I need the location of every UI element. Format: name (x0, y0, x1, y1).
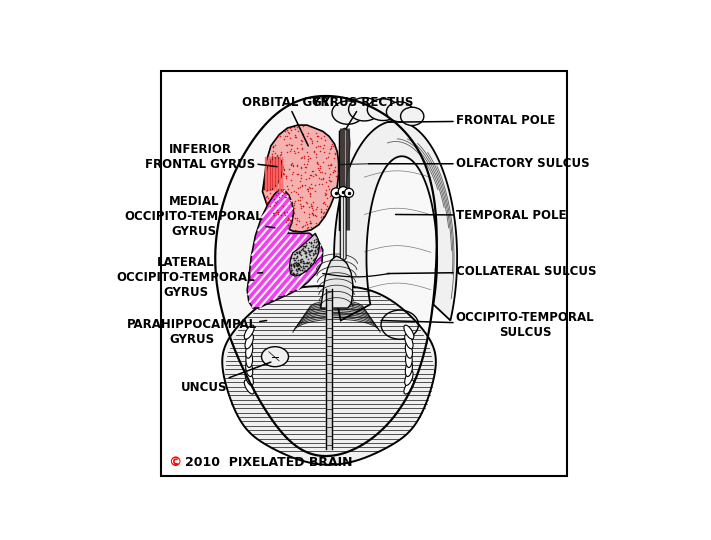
Ellipse shape (386, 102, 413, 122)
Text: LATERAL
OCCIPITO-TEMPORAL
GYRUS: LATERAL OCCIPITO-TEMPORAL GYRUS (117, 256, 262, 299)
Ellipse shape (246, 352, 252, 368)
Ellipse shape (400, 107, 424, 125)
Polygon shape (215, 96, 437, 456)
Ellipse shape (368, 99, 399, 120)
Ellipse shape (405, 343, 412, 358)
Text: FRONTAL POLE: FRONTAL POLE (387, 114, 555, 127)
Polygon shape (247, 190, 323, 308)
Text: ORBITAL GYRI: ORBITAL GYRI (242, 96, 333, 146)
Polygon shape (326, 289, 332, 449)
Ellipse shape (245, 325, 254, 339)
Ellipse shape (404, 380, 414, 394)
Ellipse shape (245, 343, 253, 358)
Ellipse shape (348, 98, 380, 121)
Ellipse shape (404, 325, 414, 339)
Circle shape (331, 188, 341, 198)
Text: TEMPORAL POLE: TEMPORAL POLE (395, 209, 567, 222)
Text: UNCUS: UNCUS (181, 362, 271, 394)
Ellipse shape (332, 101, 363, 124)
Polygon shape (341, 196, 346, 260)
Polygon shape (339, 129, 350, 231)
Text: ©: © (168, 456, 181, 469)
Ellipse shape (405, 334, 413, 349)
Ellipse shape (405, 352, 412, 368)
Polygon shape (223, 286, 436, 465)
Ellipse shape (245, 370, 253, 386)
Ellipse shape (245, 334, 253, 349)
Ellipse shape (245, 361, 253, 376)
Ellipse shape (262, 347, 289, 367)
Ellipse shape (405, 370, 413, 386)
Ellipse shape (405, 361, 412, 376)
Polygon shape (262, 125, 338, 232)
Ellipse shape (381, 310, 419, 339)
Circle shape (344, 188, 353, 198)
Polygon shape (334, 121, 457, 320)
Circle shape (338, 187, 348, 197)
Text: OCCIPITO-TEMPORAL
SULCUS: OCCIPITO-TEMPORAL SULCUS (381, 310, 594, 339)
Text: INFERIOR
FRONTAL GYRUS: INFERIOR FRONTAL GYRUS (145, 143, 277, 171)
Polygon shape (264, 157, 283, 191)
Polygon shape (321, 256, 353, 308)
Text: MEDIAL
OCCIPITO-TEMPORAL
GYRUS: MEDIAL OCCIPITO-TEMPORAL GYRUS (124, 195, 275, 238)
Polygon shape (289, 233, 319, 276)
Text: COLLATERAL SULCUS: COLLATERAL SULCUS (387, 265, 597, 278)
Ellipse shape (245, 380, 254, 394)
Text: PARAHIPPOCAMPAL
GYRUS: PARAHIPPOCAMPAL GYRUS (127, 318, 267, 346)
Text: OLFACTORY SULCUS: OLFACTORY SULCUS (368, 157, 589, 170)
Text: GYRUS RECTUS: GYRUS RECTUS (311, 96, 413, 129)
Text: 2010  PIXELATED BRAIN: 2010 PIXELATED BRAIN (185, 456, 352, 469)
